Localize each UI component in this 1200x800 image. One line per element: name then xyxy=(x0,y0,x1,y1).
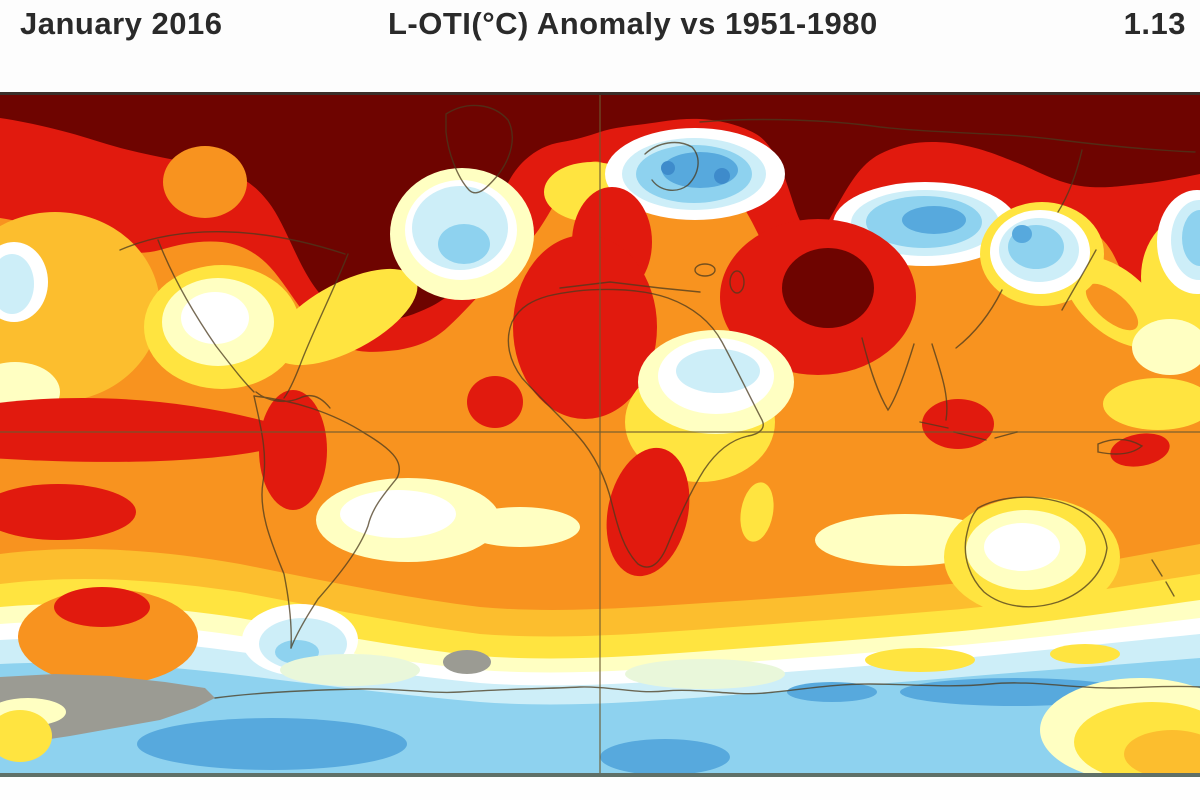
natlantic-cool-core xyxy=(438,224,490,264)
anomaly-world-map xyxy=(0,92,1200,777)
antarctic-nodata-spot xyxy=(443,650,491,674)
coast-gulf-caribbean xyxy=(255,391,331,409)
okhotsk-cool-spot xyxy=(1012,225,1032,243)
southern-ocean-palegreen-2 xyxy=(625,659,785,689)
map-border-bottom xyxy=(0,773,1200,777)
coast-new-guinea xyxy=(1097,438,1144,455)
coast-south-america-west xyxy=(253,395,292,649)
coast-india xyxy=(861,337,915,412)
north-pacific-cool-spot xyxy=(0,254,34,314)
bering-warm-gap xyxy=(163,146,247,218)
antarctic-coast-cool-band-3 xyxy=(600,739,730,775)
antarctica-nodata-region xyxy=(0,674,215,744)
wpacific-yellow-patch xyxy=(1103,378,1200,430)
el-nino-hot-streak xyxy=(0,398,294,462)
us-mexico-neutral-core xyxy=(181,292,249,344)
spacific-hot-core xyxy=(54,587,150,627)
global-mean-anomaly-value: 1.13 xyxy=(1123,6,1186,41)
indonesia-hot-blob xyxy=(922,399,994,449)
coast-south-america-east xyxy=(253,395,401,649)
south-equatorial-hot-band xyxy=(0,484,136,540)
satlantic-pale-tail xyxy=(460,507,580,547)
southern-ocean-palegreen-1 xyxy=(280,654,420,686)
anomaly-map-canvas xyxy=(0,92,1200,777)
coast-africa xyxy=(507,288,764,568)
gulf-stream-yellow-band xyxy=(272,268,418,366)
new-guinea-hot-blob xyxy=(1110,433,1170,467)
antarctic-yellow-blob xyxy=(0,710,52,762)
coast-kamchatka xyxy=(1057,149,1083,213)
scandinavia-cold-spot-1 xyxy=(661,161,675,175)
paraguay-hot-blob xyxy=(259,390,327,510)
coast-caspian-sea xyxy=(729,270,745,294)
coast-australia xyxy=(964,496,1108,608)
wpacific-pale-patch xyxy=(1132,319,1200,375)
coast-japan xyxy=(1061,249,1097,311)
npacific-east-cool-core xyxy=(1182,210,1200,266)
japan-orange-core xyxy=(1085,283,1139,331)
southern-ocean-yellow-2 xyxy=(1050,644,1120,664)
coast-north-america-west xyxy=(157,239,255,393)
coast-black-sea xyxy=(694,263,716,277)
coast-north-america-north xyxy=(119,231,346,255)
madagascar-yellow-patch xyxy=(740,482,774,542)
coastlines xyxy=(119,104,1200,699)
scandinavia-cold-spot-2 xyxy=(714,168,730,184)
north-band-extreme-warm xyxy=(0,92,1200,320)
ross-sea-warm-core xyxy=(1124,730,1200,777)
figure-header: January 2016 L-OTI(°C) Anomaly vs 1951-1… xyxy=(0,0,1200,92)
satlantic-neutral-core xyxy=(340,490,456,538)
sahara-hot-blob xyxy=(513,235,657,419)
southern-ocean-yellow-1 xyxy=(865,648,975,672)
coast-new-zealand xyxy=(1151,559,1175,597)
antarctic-coast-cool-band-4 xyxy=(787,682,877,702)
antarctic-coast-cool-band-2 xyxy=(137,718,407,770)
coast-mediterranean xyxy=(559,281,701,293)
map-title: L-OTI(°C) Anomaly vs 1951-1980 xyxy=(388,6,878,41)
coast-scandinavia xyxy=(644,141,699,191)
arabia-cool-core xyxy=(676,349,760,393)
coast-north-america-east xyxy=(283,253,349,399)
coast-southeast-asia xyxy=(931,343,948,421)
australia-neutral-core xyxy=(984,523,1060,571)
coast-siberia-north xyxy=(699,118,1196,153)
central-asia-extreme-core xyxy=(782,248,874,328)
map-border-top xyxy=(0,92,1200,95)
coast-greenland xyxy=(445,104,513,194)
west-africa-hot-spot xyxy=(467,376,523,428)
map-date-label: January 2016 xyxy=(20,6,223,41)
siberia-cool-core xyxy=(902,206,966,234)
coast-antarctica xyxy=(214,682,1200,699)
coast-china xyxy=(955,289,1003,349)
